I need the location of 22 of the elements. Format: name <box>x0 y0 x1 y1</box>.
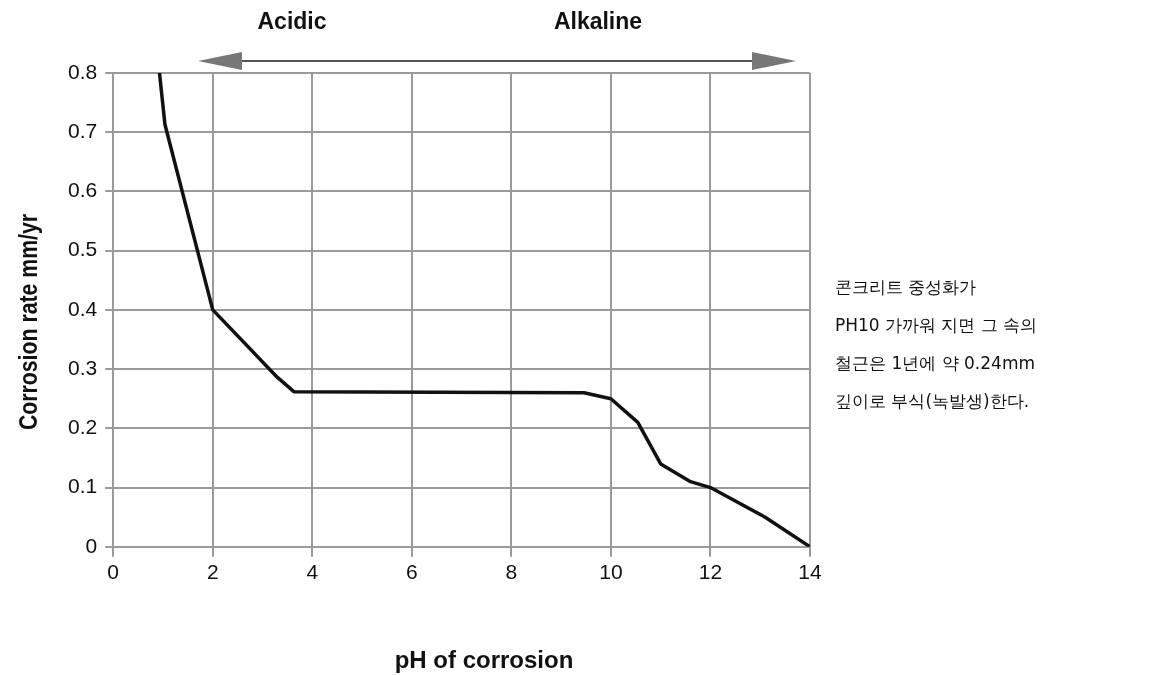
x-tick-label: 14 <box>798 560 822 584</box>
y-tick-label: 0.5 <box>67 237 98 261</box>
y-tick-label: 0.1 <box>67 474 98 498</box>
x-tick-label: 4 <box>306 560 319 584</box>
x-tick-label: 10 <box>599 560 623 584</box>
y-tick-label: 0.6 <box>67 178 98 202</box>
y-tick-label: 0.8 <box>67 59 98 83</box>
x-tick-label: 8 <box>505 560 518 584</box>
text: 콘크리트 중성화가 PH10 가까워 지면 그 속의 철근은 1년에 약 0.24mm 깊이로 부식(녹발생)한다. <box>835 276 1038 413</box>
text: Acidic <box>257 8 327 35</box>
y-tick-label: 0.4 <box>67 296 98 320</box>
text: Alkaline <box>553 8 643 35</box>
y-axis-title: Corrosion rate mm/yr <box>13 213 43 431</box>
x-tick-label: 2 <box>206 560 219 584</box>
x-tick-label: 0 <box>107 560 120 584</box>
y-tick-label: 0.7 <box>67 119 98 143</box>
x-tick-label: 6 <box>405 560 418 584</box>
x-tick-label: 12 <box>698 560 723 584</box>
y-tick-label: 0 <box>85 533 98 557</box>
y-tick-label: 0.3 <box>67 355 98 379</box>
x-axis-title: pH of corrosion <box>394 646 574 674</box>
y-tick-label: 0.2 <box>67 415 98 439</box>
